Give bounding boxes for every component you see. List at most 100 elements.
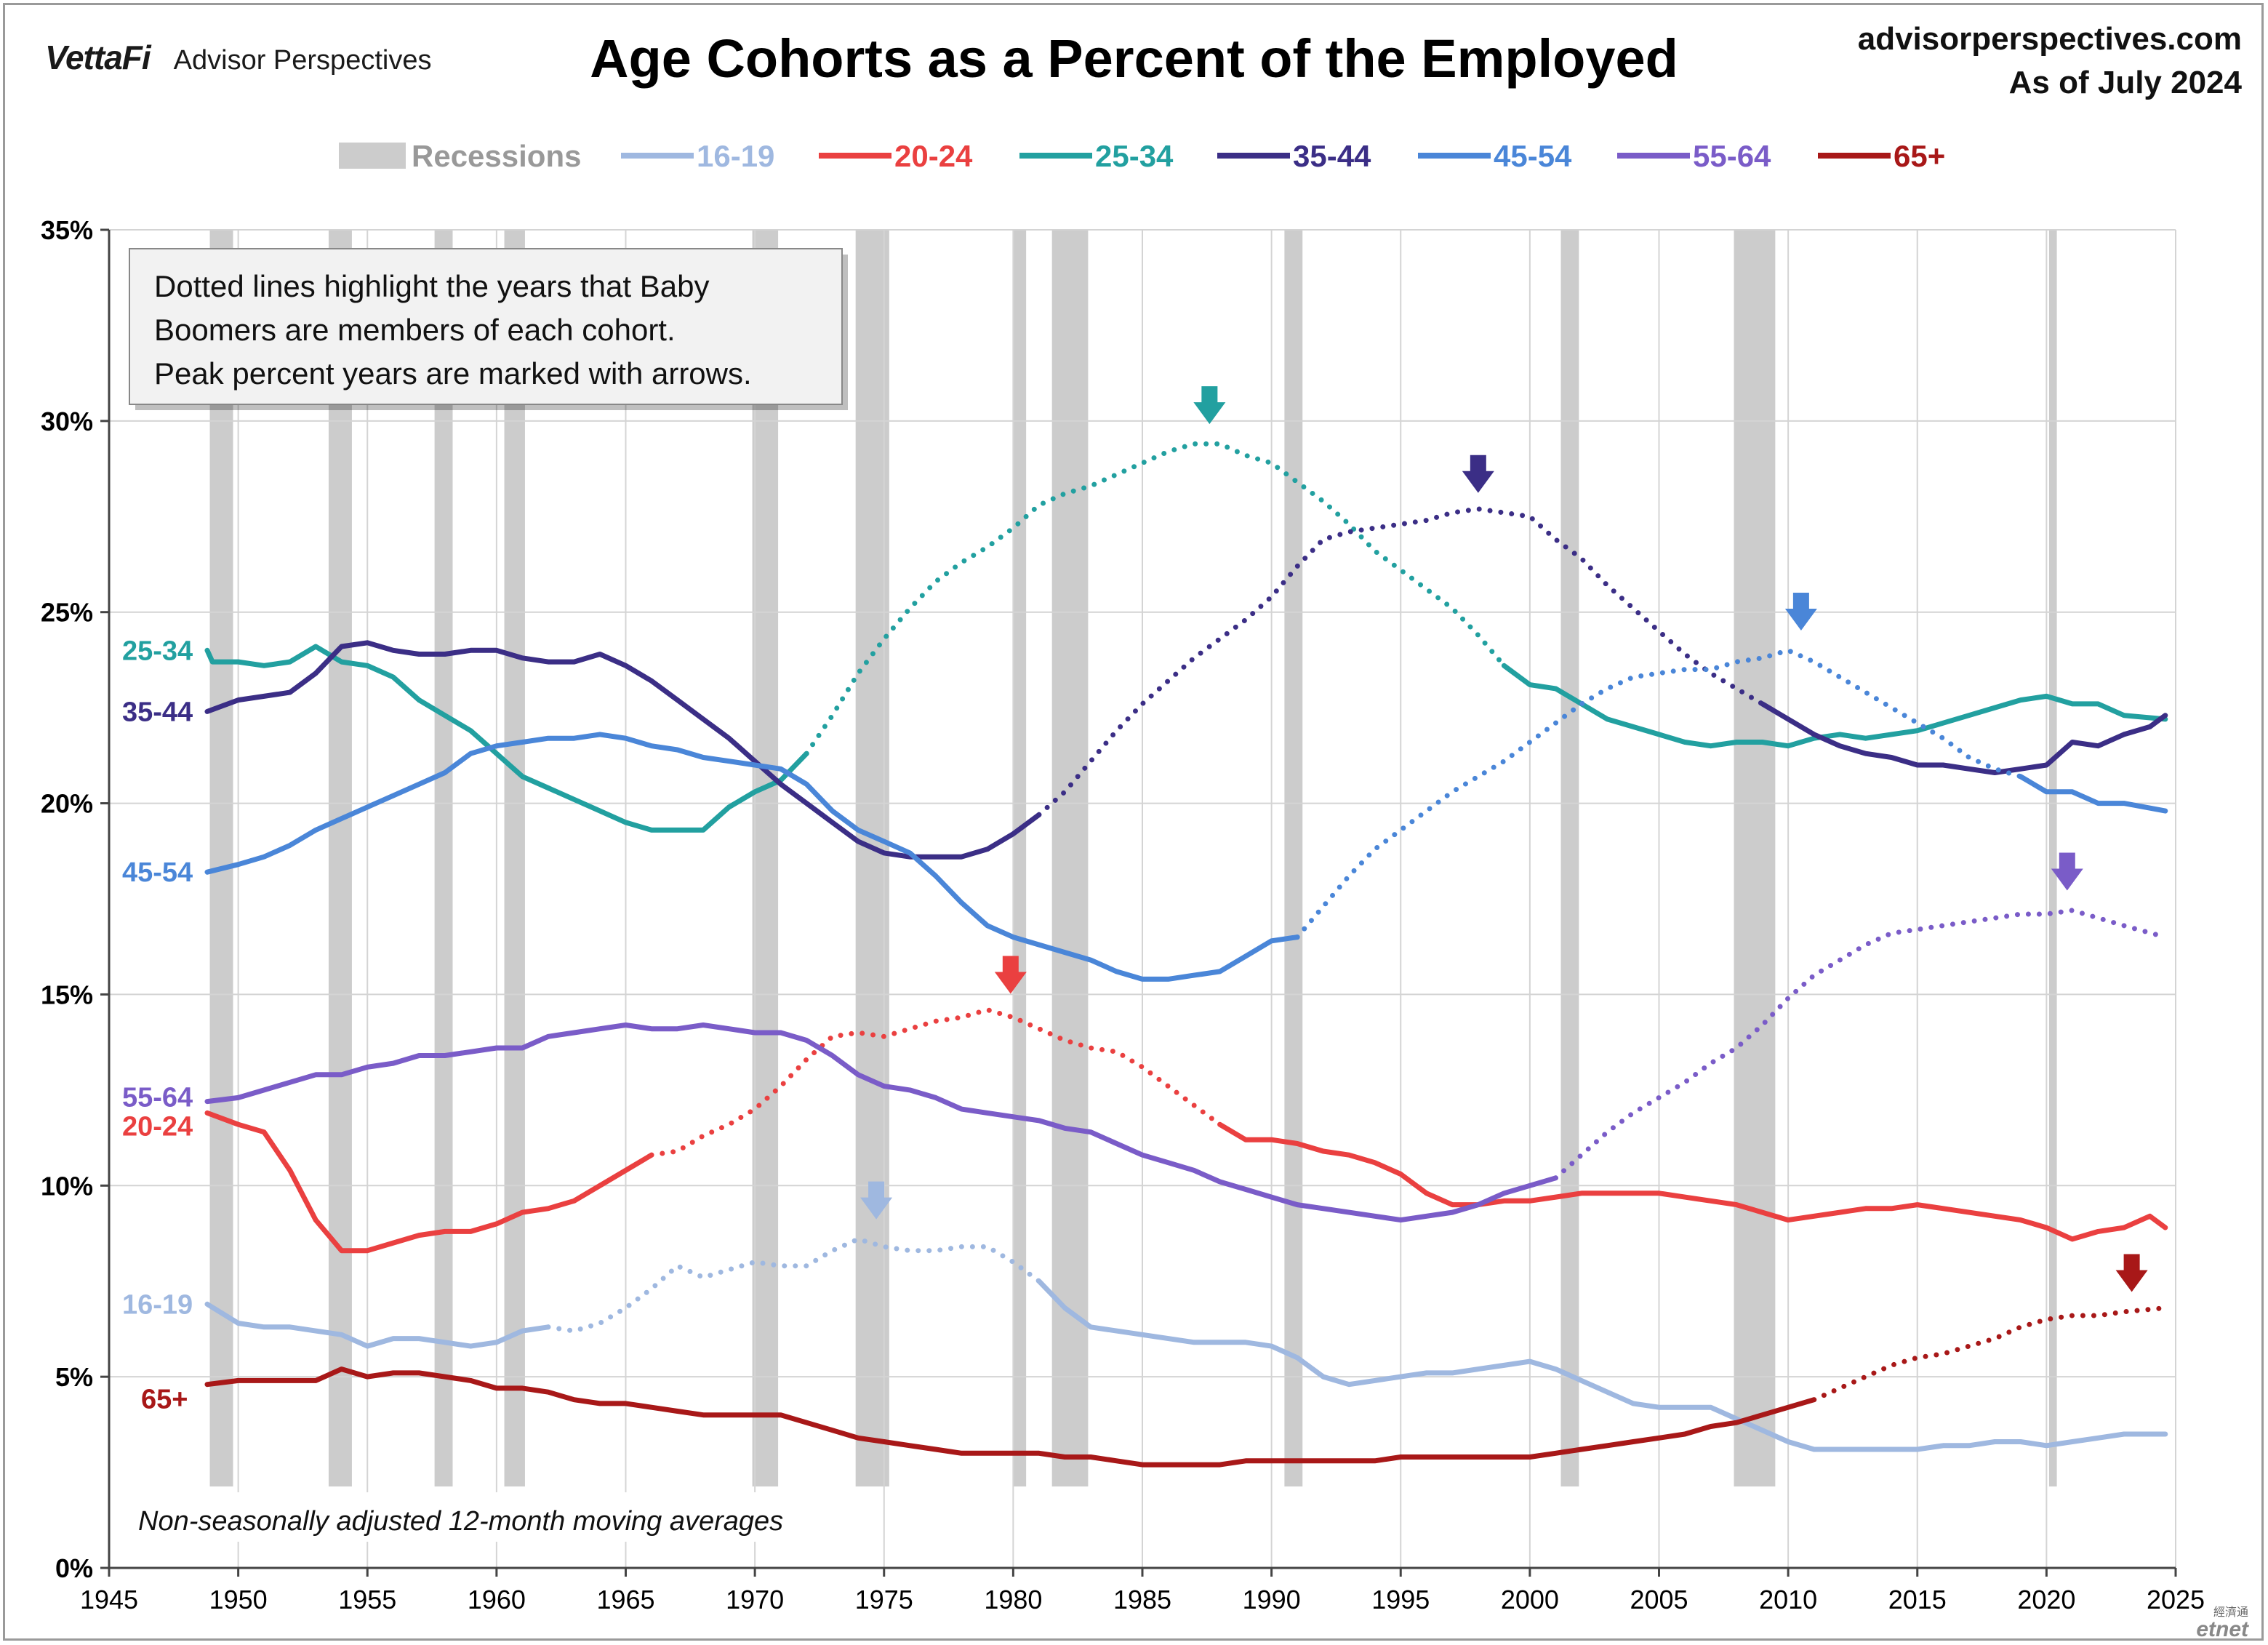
series-labels: 16-19 20-24 25-34 35-44 45-54 55-64 65+ [122, 636, 193, 1414]
recession-band-11 [2048, 230, 2057, 1486]
x-tick-label-3: 1960 [468, 1585, 526, 1614]
x-tick-label-14: 2015 [1888, 1585, 1947, 1614]
series-20-24-dotted [649, 1006, 1223, 1158]
legend-label-recessions: Recessions [412, 139, 581, 173]
series-label-16-19: 16-19 [122, 1289, 193, 1320]
series-45-54-solid-post [2018, 774, 2168, 814]
recession-band-7 [1051, 230, 1089, 1486]
note-line-2: Boomers are members of each cohort. [154, 313, 676, 347]
legend-label-45-54: 45-54 [1494, 139, 1572, 173]
peak-arrow-35-44 [1462, 455, 1494, 493]
note-line-1: Dotted lines highlight the years that Ba… [154, 269, 709, 303]
recession-band-2 [434, 230, 453, 1486]
footnote-box: Non-seasonally adjusted 12-month moving … [124, 1492, 880, 1542]
chart-frame [3, 3, 2264, 1641]
series-16-19-solid-pre [204, 1301, 551, 1349]
x-tick-label-5: 1970 [726, 1585, 784, 1614]
y-tick-label-6: 30% [41, 407, 93, 436]
y-tick-label-3: 15% [41, 980, 93, 1009]
vettafi-logo: VettaFi [45, 39, 151, 76]
legend-swatch-recessions [339, 143, 406, 169]
recession-band-10 [1734, 230, 1776, 1486]
series-lines [204, 441, 2168, 1468]
legend-label-25-34: 25-34 [1095, 139, 1174, 173]
watermark: 經濟通 etnet [2196, 1606, 2250, 1641]
legend-label-35-44: 35-44 [1293, 139, 1371, 173]
y-tick-label-2: 10% [41, 1171, 93, 1201]
peak-arrows [860, 386, 2148, 1292]
x-tick-label-13: 2010 [1759, 1585, 1817, 1614]
series-20-24-solid-post [1217, 1121, 2168, 1242]
recession-band-9 [1560, 230, 1579, 1486]
legend-label-16-19: 16-19 [697, 139, 774, 173]
brand-name: Advisor Perspectives [173, 45, 432, 76]
x-tick-label-7: 1980 [984, 1585, 1042, 1614]
x-tick-label-12: 2005 [1630, 1585, 1688, 1614]
x-tick-label-2: 1955 [338, 1585, 396, 1614]
peak-arrow-45-54 [1784, 593, 1817, 631]
series-label-25-34: 25-34 [122, 636, 193, 666]
peak-arrow-65plus [2115, 1254, 2148, 1292]
x-tick-label-8: 1985 [1113, 1585, 1171, 1614]
series-25-34-solid-post [1501, 663, 2168, 749]
x-tick-label-10: 1995 [1371, 1585, 1430, 1614]
gridlines [108, 229, 2176, 1569]
series-16-19-dotted [545, 1236, 1042, 1334]
watermark-bottom: etnet [2196, 1617, 2250, 1641]
site-block: advisorperspectives.com As of July 2024 [1858, 17, 2242, 105]
series-label-55-64: 55-64 [122, 1083, 193, 1113]
y-tick-label-5: 25% [41, 598, 93, 628]
series-65plus-solid-pre [204, 1366, 1817, 1468]
site-url: advisorperspectives.com [1857, 21, 2242, 57]
x-tick-label-11: 2000 [1501, 1585, 1559, 1614]
recession-bands [209, 230, 2057, 1486]
series-35-44-dotted [1036, 506, 1766, 817]
series-55-64-dotted [1552, 908, 2168, 1181]
series-25-34-solid-pre [204, 644, 809, 833]
watermark-top: 經濟通 [2213, 1606, 2248, 1619]
recession-band-4 [752, 230, 779, 1486]
series-20-24-solid-pre [204, 1110, 654, 1254]
legend: Recessions 16-19 20-24 25-34 35-44 45-54 55-64… [339, 139, 1945, 173]
series-label-20-24: 20-24 [122, 1111, 193, 1142]
x-tick-label-6: 1975 [855, 1585, 913, 1614]
peak-arrow-55-64 [2051, 852, 2083, 891]
recession-band-3 [504, 230, 525, 1486]
as-of-date: As of July 2024 [2008, 65, 2242, 100]
legend-label-20-24: 20-24 [894, 139, 973, 173]
series-45-54-solid-pre [204, 732, 1300, 982]
legend-label-65plus: 65+ [1894, 139, 1945, 173]
series-label-45-54: 45-54 [122, 857, 193, 888]
y-tick-label-1: 5% [55, 1362, 93, 1392]
y-tick-label-0: 0% [55, 1553, 93, 1583]
footnote: Non-seasonally adjusted 12-month moving … [138, 1506, 783, 1537]
y-tick-label-7: 35% [41, 215, 93, 245]
note-box: Dotted lines highlight the years that Ba… [129, 248, 848, 410]
recession-band-6 [1013, 230, 1027, 1486]
y-tick-label-4: 20% [41, 789, 93, 819]
series-35-44-solid-pre [204, 640, 1042, 860]
legend-label-55-64: 55-64 [1693, 139, 1771, 173]
x-tick-label-0: 1945 [80, 1585, 138, 1614]
x-tick-label-4: 1965 [596, 1585, 654, 1614]
note-line-3: Peak percent years are marked with arrow… [154, 356, 752, 391]
peak-arrow-20-24 [994, 956, 1027, 994]
x-tick-label-15: 2020 [2017, 1585, 2075, 1614]
x-tick-label-16: 2025 [2147, 1585, 2205, 1614]
series-25-34-dotted [804, 441, 1507, 756]
series-label-65plus: 65+ [141, 1385, 188, 1415]
recession-band-8 [1284, 230, 1303, 1486]
series-16-19-solid-post [1036, 1278, 2168, 1452]
x-tick-label-1: 1950 [209, 1585, 268, 1614]
recession-band-1 [328, 230, 352, 1486]
peak-arrow-25-34 [1193, 386, 1226, 425]
chart-title: Age Cohorts as a Percent of the Employed [590, 28, 1678, 89]
recession-band-0 [209, 230, 233, 1486]
series-label-35-44: 35-44 [122, 697, 193, 727]
series-65plus-dotted [1811, 1305, 2168, 1403]
peak-arrow-16-19 [860, 1181, 893, 1220]
brand: VettaFi Advisor Perspectives [45, 38, 431, 77]
series-55-64-solid-pre [204, 1022, 1558, 1223]
series-35-44-solid-post [1760, 701, 2168, 775]
